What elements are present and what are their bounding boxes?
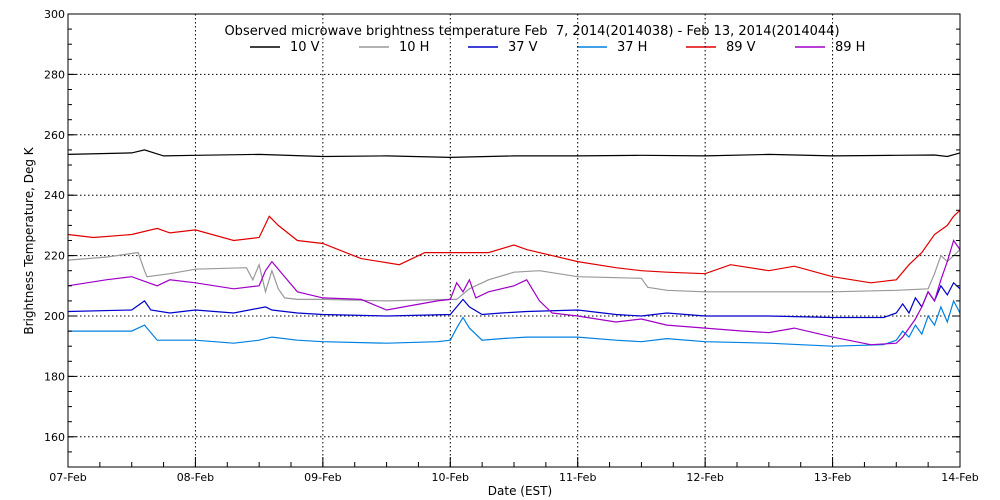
x-tick-label: 13-Feb	[814, 471, 851, 484]
x-tick-labels: 07-Feb 08-Feb 09-Feb 10-Feb 11-Feb 12-Feb 13-F…	[49, 471, 978, 484]
series-line-10-v	[67, 149, 961, 159]
y-tick-label: 180	[44, 370, 65, 383]
series-line-37-v	[67, 281, 961, 319]
series-line-10-h	[67, 249, 961, 302]
series-line-89-h	[67, 239, 961, 346]
y-tick-label: 260	[44, 129, 65, 142]
legend-label: 89 V	[726, 40, 756, 55]
series-line-37-h	[68, 299, 961, 347]
axis-ticks	[67, 13, 961, 468]
x-tick-label: 12-Feb	[686, 471, 723, 484]
y-tick-labels: 160 180 200 220 240 260 280 300	[44, 8, 65, 444]
y-axis-label: Brightness Temperature, Deg K	[22, 146, 36, 334]
legend-label: 10 V	[290, 40, 320, 55]
legend-label: 37 H	[617, 40, 647, 55]
grid-lines	[68, 14, 960, 467]
x-axis-label: Date (EST)	[488, 484, 552, 498]
legend-label: 10 H	[399, 40, 429, 55]
y-tick-label: 300	[44, 8, 65, 21]
chart-title: Observed microwave brightness temperatur…	[224, 24, 839, 39]
x-tick-label: 10-Feb	[432, 471, 469, 484]
y-tick-label: 220	[44, 250, 65, 263]
y-tick-label: 200	[44, 310, 65, 323]
legend-label: 89 H	[835, 40, 865, 55]
plot-frame	[67, 13, 961, 468]
y-tick-label: 160	[44, 431, 65, 444]
x-tick-label: 14-Feb	[941, 471, 978, 484]
x-tick-label: 08-Feb	[177, 471, 214, 484]
x-tick-label: 07-Feb	[49, 471, 86, 484]
series-line-89-v	[67, 209, 961, 284]
y-tick-label: 280	[44, 68, 65, 81]
x-tick-label: 09-Feb	[304, 471, 341, 484]
y-tick-label: 240	[44, 189, 65, 202]
x-tick-label: 11-Feb	[559, 471, 596, 484]
legend-label: 37 V	[508, 40, 538, 55]
series-lines	[67, 149, 961, 347]
legend: 10 V 10 H 37 V 37 H 89 V 89 H	[250, 40, 865, 55]
